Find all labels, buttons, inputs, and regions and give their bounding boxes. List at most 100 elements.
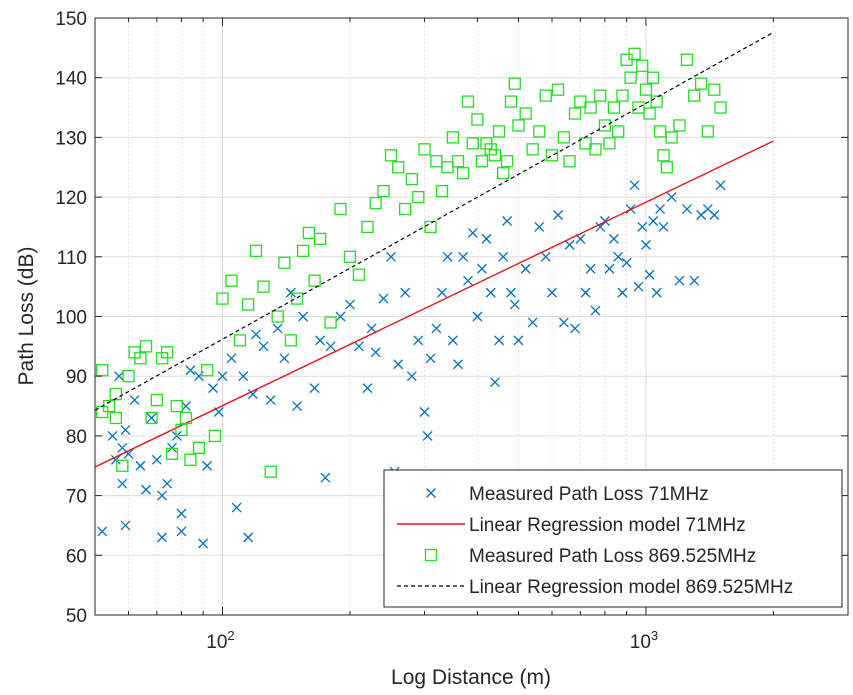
x-stroke xyxy=(540,251,551,262)
marker-71mhz xyxy=(651,287,662,298)
x-stroke xyxy=(637,221,648,232)
marker-869mhz xyxy=(334,202,347,216)
marker-869mhz xyxy=(139,340,153,353)
marker-71mhz xyxy=(231,502,242,513)
marker-869mhz xyxy=(446,131,460,144)
marker-869mhz xyxy=(456,167,470,180)
marker-71mhz xyxy=(366,323,377,334)
x-stroke xyxy=(107,430,118,441)
marker-869mhz xyxy=(290,292,304,305)
x-stroke xyxy=(506,287,516,298)
marker-71mhz xyxy=(590,305,601,316)
marker-71mhz xyxy=(272,323,283,334)
marker-869mhz xyxy=(271,310,284,323)
x-stroke xyxy=(120,424,131,435)
marker-71mhz xyxy=(97,526,108,537)
marker-869mhz xyxy=(424,220,437,234)
marker-71mhz xyxy=(320,472,331,483)
marker-71mhz xyxy=(120,424,131,435)
x-stroke xyxy=(453,359,464,370)
marker-71mhz xyxy=(442,251,453,262)
marker-869mhz xyxy=(96,364,109,377)
marker-869mhz xyxy=(694,77,708,90)
y-tick-label: 120 xyxy=(55,188,87,209)
marker-71mhz xyxy=(265,395,276,406)
marker-869mhz xyxy=(551,83,565,96)
marker-869mhz xyxy=(461,95,475,108)
x-stroke xyxy=(463,275,473,286)
marker-71mhz xyxy=(481,233,492,244)
x-stroke xyxy=(502,216,513,226)
marker-71mhz xyxy=(120,520,131,531)
marker-869mhz xyxy=(471,113,484,126)
x-stroke xyxy=(238,371,249,382)
marker-71mhz xyxy=(674,275,685,286)
marker-71mhz xyxy=(644,269,655,280)
x-stroke xyxy=(570,323,580,334)
marker-869mhz xyxy=(568,107,582,120)
marker-869mhz xyxy=(500,155,514,168)
marker-869mhz xyxy=(225,274,238,287)
marker-71mhz xyxy=(309,383,320,394)
marker-869mhz xyxy=(160,346,174,359)
marker-71mhz xyxy=(453,359,464,370)
marker-869mhz xyxy=(643,107,656,120)
x-stroke xyxy=(613,251,624,262)
y-axis-label: Path Loss (dB) xyxy=(15,247,38,386)
marker-71mhz xyxy=(129,395,140,406)
marker-71mhz xyxy=(406,371,417,382)
x-stroke xyxy=(325,341,336,352)
x-stroke xyxy=(715,180,726,191)
marker-71mhz xyxy=(540,251,551,262)
legend-swatch-marker xyxy=(424,548,438,562)
x-stroke xyxy=(490,377,500,388)
marker-869mhz xyxy=(598,119,612,132)
marker-71mhz xyxy=(386,251,396,262)
x-stroke xyxy=(362,383,373,394)
marker-71mhz xyxy=(176,526,187,537)
marker-71mhz xyxy=(633,281,644,292)
x-stroke xyxy=(298,311,309,322)
marker-71mhz xyxy=(502,216,513,226)
marker-869mhz xyxy=(665,131,678,144)
regression-line-71mhz xyxy=(94,140,774,468)
x-stroke xyxy=(513,335,524,346)
x-stroke xyxy=(442,251,453,262)
marker-71mhz xyxy=(467,227,478,238)
marker-869mhz xyxy=(673,119,686,132)
y-tick-label: 70 xyxy=(66,487,87,508)
legend: Measured Path Loss 71MHz Linear Regressio… xyxy=(383,469,843,608)
marker-71mhz xyxy=(422,430,433,441)
marker-71mhz xyxy=(110,454,121,465)
marker-71mhz xyxy=(198,538,209,549)
marker-71mhz xyxy=(629,180,640,191)
marker-869mhz xyxy=(184,453,197,466)
x-stroke xyxy=(558,317,569,328)
marker-71mhz xyxy=(689,275,700,286)
marker-71mhz xyxy=(437,287,448,298)
x-stroke xyxy=(176,526,187,537)
x-stroke xyxy=(674,275,685,286)
marker-869mhz xyxy=(607,101,621,114)
marker-869mhz xyxy=(624,71,637,84)
marker-869mhz xyxy=(313,232,327,246)
marker-71mhz xyxy=(640,239,651,250)
marker-869mhz xyxy=(650,95,663,108)
marker-869mhz xyxy=(361,220,374,234)
x-stroke xyxy=(431,323,442,334)
marker-71mhz xyxy=(595,221,606,232)
marker-71mhz xyxy=(419,407,430,417)
marker-71mhz xyxy=(637,221,648,232)
x-stroke xyxy=(426,488,436,498)
x-stroke xyxy=(157,532,168,543)
x-stroke xyxy=(272,323,283,334)
x-stroke xyxy=(185,365,196,376)
marker-71mhz xyxy=(617,287,628,298)
x-stroke xyxy=(366,323,377,334)
x-stroke xyxy=(651,287,662,298)
x-stroke xyxy=(141,484,152,495)
x-stroke xyxy=(689,275,700,286)
x-stroke xyxy=(617,287,628,298)
x-stroke xyxy=(247,389,258,400)
marker-869mhz xyxy=(612,125,625,138)
